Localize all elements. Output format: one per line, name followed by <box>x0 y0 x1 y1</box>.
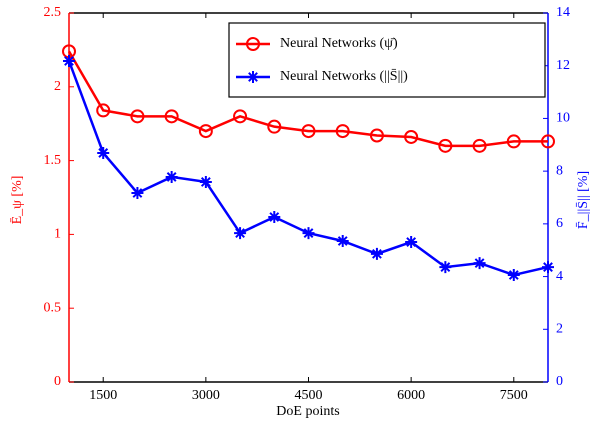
marker-asterisk <box>234 227 247 240</box>
marker-asterisk <box>199 175 212 188</box>
y2-axis-label: F̄_||S̄|| [%] <box>576 171 592 229</box>
x-tick-label: 6000 <box>397 388 425 403</box>
y-tick-label: 2.5 <box>44 5 62 20</box>
marker-asterisk <box>97 146 110 159</box>
y-tick-label: 0 <box>54 374 61 389</box>
x-tick-label: 3000 <box>192 388 220 403</box>
marker-asterisk <box>439 261 452 274</box>
marker-asterisk <box>131 187 144 200</box>
y-tick-label: 1 <box>54 227 61 242</box>
marker-asterisk <box>63 54 75 67</box>
marker-circle <box>198 124 213 139</box>
marker-asterisk <box>507 268 520 281</box>
y2-tick-label: 8 <box>556 163 563 178</box>
y2-tick-label: 6 <box>556 216 563 231</box>
marker-asterisk <box>165 170 178 183</box>
legend-label: Neural Networks (ψ̄) <box>280 36 398 51</box>
marker-asterisk <box>336 234 349 247</box>
marker-asterisk <box>473 257 486 270</box>
marker-circle <box>246 37 260 51</box>
marker-asterisk <box>302 227 315 240</box>
x-tick-label: 1500 <box>89 388 117 403</box>
marker-circle <box>96 103 111 118</box>
marker-circle <box>301 124 316 139</box>
y-tick-label: 2 <box>54 79 61 94</box>
marker-asterisk <box>405 236 418 249</box>
marker-asterisk <box>268 211 281 224</box>
marker-circle <box>335 124 350 139</box>
x-axis-label: DoE points <box>276 404 339 419</box>
y-tick-label: 0.5 <box>44 300 62 315</box>
legend-box <box>228 22 546 98</box>
x-tick-label: 4500 <box>295 388 323 403</box>
y2-tick-label: 14 <box>556 5 570 20</box>
marker-circle <box>404 129 419 144</box>
marker-asterisk <box>542 261 554 274</box>
marker-circle <box>267 119 282 134</box>
y2-tick-label: 4 <box>556 269 563 284</box>
marker-circle <box>130 109 145 124</box>
y2-tick-label: 10 <box>556 111 570 126</box>
marker-circle <box>369 128 384 143</box>
marker-circle <box>164 109 179 124</box>
marker-circle <box>541 134 555 149</box>
marker-circle <box>472 138 487 153</box>
legend-label: Neural Networks (||S̄||) <box>280 69 408 85</box>
marker-circle <box>506 134 521 149</box>
y-axis-label: Ē_ψ [%] <box>9 176 25 225</box>
x-tick-label: 7500 <box>500 388 528 403</box>
marker-circle <box>233 109 248 124</box>
series-line <box>67 50 548 148</box>
marker-asterisk <box>247 71 259 83</box>
y-tick-label: 1.5 <box>44 153 62 168</box>
marker-circle <box>438 138 453 153</box>
y2-tick-label: 0 <box>556 374 563 389</box>
y2-tick-label: 2 <box>556 322 563 337</box>
y2-tick-label: 12 <box>556 58 570 73</box>
marker-asterisk <box>370 247 383 260</box>
